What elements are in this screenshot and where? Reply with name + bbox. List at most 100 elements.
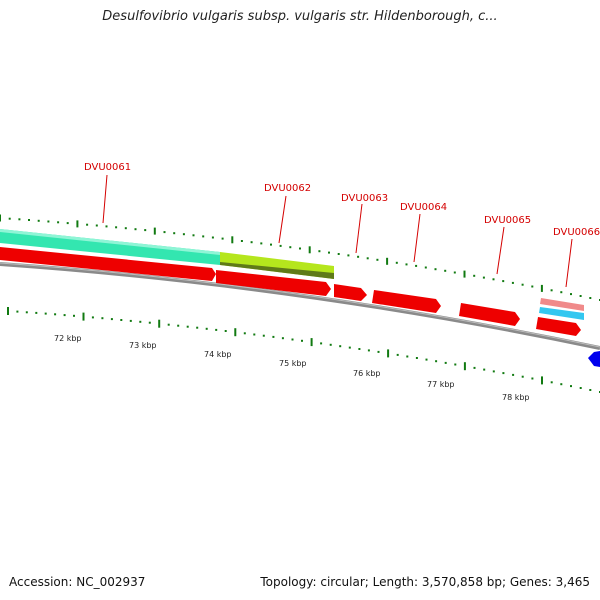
cds-arrow-dvu0062[interactable]	[216, 270, 331, 296]
inner-tick	[589, 389, 592, 391]
inner-tick	[25, 311, 28, 314]
outer-tick	[579, 295, 582, 297]
outer-tick	[270, 243, 272, 246]
scale-label-78: 78 kbp	[502, 393, 530, 402]
inner-tick	[158, 319, 161, 328]
inner-tick	[234, 328, 237, 337]
outer-tick	[347, 254, 350, 257]
cds-arrow-dvu0061[interactable]	[0, 247, 216, 281]
inner-tick	[463, 362, 466, 371]
scale-label-72: 72 kbp	[54, 334, 82, 343]
outer-tick	[66, 222, 69, 225]
feature-lime-shadow	[220, 262, 334, 279]
gene-label-dvu0064[interactable]: DVU0064	[400, 202, 447, 213]
inner-tick	[215, 328, 218, 331]
inner-tick	[281, 337, 284, 340]
inner-tick	[415, 357, 418, 359]
gene-label-dvu0061[interactable]: DVU0061	[84, 162, 131, 173]
inner-tick	[310, 338, 313, 347]
outer-tick	[8, 217, 11, 220]
inner-tick	[531, 377, 534, 380]
outer-tick	[434, 268, 437, 271]
gene-label-dvu0063[interactable]: DVU0063	[341, 193, 388, 204]
outer-tick	[453, 271, 456, 274]
outer-tick	[395, 261, 398, 264]
inner-tick	[570, 385, 572, 388]
inner-tick	[148, 321, 151, 324]
outer-tick	[240, 240, 243, 242]
inner-tick	[406, 355, 409, 358]
outer-tick	[211, 236, 214, 239]
inner-tick	[224, 330, 227, 332]
outer-tick	[492, 278, 495, 281]
inner-tick	[329, 343, 332, 346]
feature-teal-segment[interactable]	[0, 229, 220, 265]
inner-tick	[91, 316, 94, 319]
inner-tick	[262, 334, 265, 337]
scale-label-75: 75 kbp	[279, 359, 307, 368]
outer-tick	[231, 236, 234, 244]
leader-line-dvu0064	[413, 213, 421, 263]
outer-tick	[115, 226, 118, 229]
inner-tick	[82, 312, 85, 321]
scale-label-74: 74 kbp	[204, 350, 232, 359]
inner-tick	[253, 333, 256, 336]
feature-cyan-segment[interactable]	[539, 307, 584, 320]
feature-teal-highlight	[0, 229, 220, 255]
inner-tick	[101, 317, 104, 320]
scale-label-73: 73 kbp	[129, 341, 157, 350]
topology-summary: Topology: circular; Length: 3,570,858 bp…	[260, 575, 590, 589]
inner-tick	[387, 349, 390, 358]
inner-tick	[186, 325, 189, 328]
outer-tick	[463, 270, 466, 278]
leader-line-dvu0062	[278, 195, 287, 244]
inner-tick	[541, 376, 543, 385]
inner-tick	[63, 314, 66, 317]
cds-arrow-dvu0063[interactable]	[334, 284, 367, 301]
outer-tick	[95, 224, 98, 227]
inner-tick	[54, 313, 57, 316]
inner-tick	[44, 312, 47, 315]
gene-label-dvu0062[interactable]: DVU0062	[264, 183, 311, 194]
inner-tick-track	[7, 307, 600, 393]
feature-blue-arrow[interactable]	[588, 351, 600, 367]
inner-tick	[492, 370, 495, 373]
gene-label-dvu0065[interactable]: DVU0065	[484, 215, 531, 226]
inner-tick	[444, 361, 447, 364]
outer-tick	[521, 283, 524, 286]
inner-tick	[579, 387, 582, 389]
outer-tick	[502, 280, 505, 283]
outer-tick	[550, 289, 553, 292]
outer-tick	[260, 242, 263, 245]
outer-tick	[134, 228, 137, 231]
outer-tick	[86, 223, 89, 226]
outer-tick	[540, 284, 543, 292]
inner-tick	[348, 346, 351, 349]
inner-tick	[502, 372, 505, 375]
inner-tick	[320, 342, 323, 345]
outer-tick	[376, 258, 379, 261]
outer-tick	[299, 247, 301, 250]
inner-tick	[521, 375, 524, 378]
outer-tick	[124, 227, 127, 230]
inner-tick	[483, 368, 486, 371]
outer-tick	[0, 214, 1, 222]
inner-tick	[16, 310, 19, 313]
cds-arrow-dvu0065[interactable]	[459, 303, 520, 326]
inner-tick	[291, 338, 294, 341]
outer-tick	[289, 246, 292, 249]
outer-tick	[589, 297, 592, 299]
outer-tick	[105, 225, 108, 228]
cds-arrow-dvu0064[interactable]	[372, 290, 441, 313]
outer-tick	[531, 285, 534, 288]
outer-tick	[163, 231, 166, 234]
gene-label-dvu0066[interactable]: DVU0066	[553, 227, 600, 238]
feature-pink-segment[interactable]	[540, 298, 584, 311]
cds-arrow-dvu0066[interactable]	[536, 317, 581, 336]
outer-tick	[328, 251, 330, 254]
outer-tick	[47, 220, 50, 223]
inner-tick	[339, 345, 342, 348]
inner-tick	[167, 323, 170, 326]
outer-tick	[182, 233, 185, 236]
